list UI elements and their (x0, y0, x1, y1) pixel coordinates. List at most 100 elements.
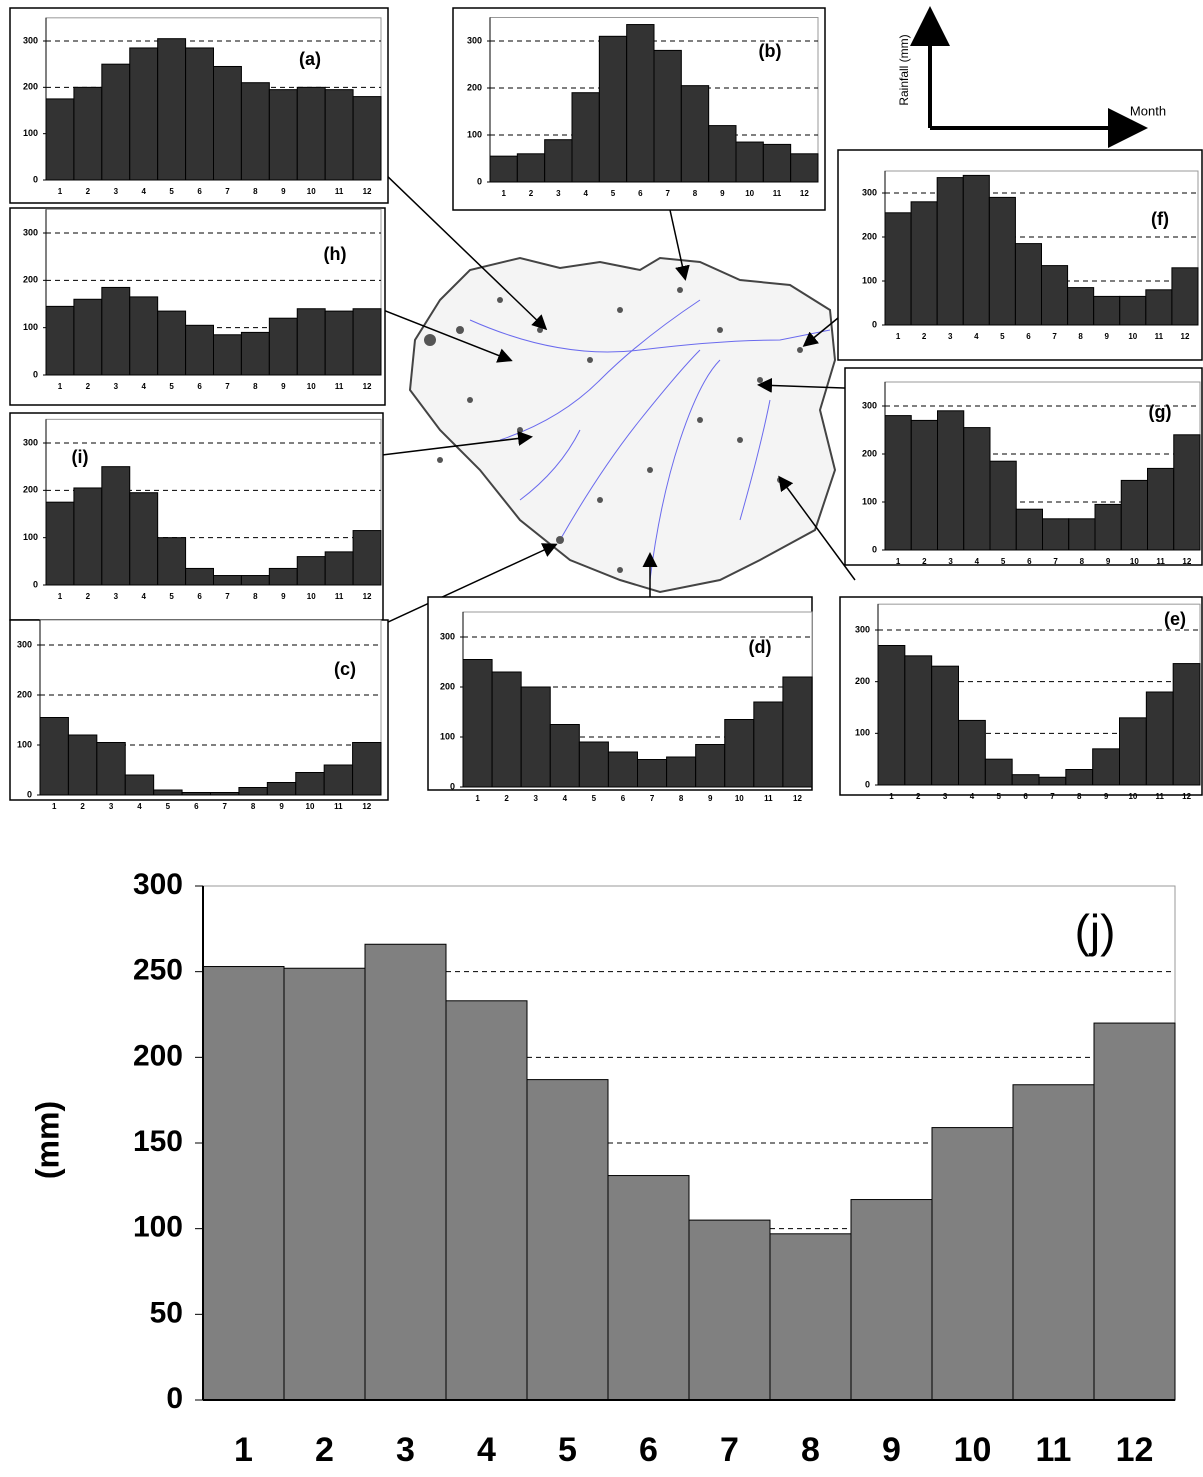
bar (1092, 748, 1120, 786)
bar (1014, 243, 1043, 326)
x-tick-label: 11 (335, 187, 344, 196)
x-tick-label: 2 (80, 802, 85, 811)
bar (185, 567, 214, 586)
bar (1173, 434, 1201, 551)
y-tick-label: 150 (133, 1125, 183, 1158)
x-tick-label: 11 (334, 802, 343, 811)
bar (877, 645, 906, 786)
bar (607, 1175, 690, 1401)
x-tick-label: 12 (1182, 792, 1191, 801)
bar (352, 742, 382, 796)
y-tick-label: 100 (17, 739, 32, 749)
x-tick-label: 4 (137, 802, 142, 811)
bar (213, 334, 242, 376)
x-tick-label: 8 (693, 189, 698, 198)
x-tick-label: 5 (997, 792, 1002, 801)
x-tick-label: 2 (86, 187, 91, 196)
x-tick-label: 1 (896, 557, 901, 566)
bar (283, 967, 366, 1401)
bar (1012, 1084, 1095, 1401)
x-tick-label: 10 (1130, 557, 1139, 566)
y-tick-label: 0 (33, 369, 38, 379)
bar (268, 317, 298, 376)
x-tick-label: 2 (922, 557, 927, 566)
x-tick-label: 3 (533, 794, 538, 803)
y-tick-label: 200 (855, 676, 870, 686)
x-tick-label: 2 (529, 189, 534, 198)
y-tick-label: 200 (133, 1039, 183, 1072)
bar (73, 298, 103, 376)
bar (96, 742, 126, 796)
bar (904, 655, 933, 786)
bar (101, 286, 131, 376)
x-tick-label: 1 (52, 802, 57, 811)
x-tick-label: 11 (335, 592, 344, 601)
bar (1042, 518, 1070, 551)
x-tick-label: 6 (197, 382, 202, 391)
y-tick-label: 100 (862, 496, 877, 506)
bar (157, 310, 187, 376)
bar (124, 774, 155, 796)
x-tick-label: 5 (166, 802, 171, 811)
x-tick-label: 7 (225, 382, 230, 391)
chart-label: (f) (1151, 209, 1169, 229)
y-tick-label: 0 (450, 781, 455, 791)
bar (213, 575, 242, 586)
bar (708, 125, 737, 183)
x-tick-label: 11 (773, 189, 782, 198)
x-tick-label: 7 (665, 189, 670, 198)
x-tick-label: 1 (501, 189, 506, 198)
x-tick-label: 1 (889, 792, 894, 801)
bar (1067, 287, 1095, 326)
y-tick-label: 300 (23, 227, 38, 237)
x-tick-label: 10 (1128, 332, 1137, 341)
y-tick-label: 300 (17, 639, 32, 649)
bar (963, 427, 991, 551)
bar (549, 724, 580, 788)
x-tick-label: 1 (58, 187, 63, 196)
y-tick-label: 200 (467, 82, 482, 92)
x-tick-label: 2 (916, 792, 921, 801)
bar (445, 1000, 528, 1401)
y-tick-label: 100 (467, 129, 482, 139)
x-tick-label: 3 (948, 557, 953, 566)
x-tick-label: 4 (477, 1431, 496, 1469)
x-tick-label: 12 (1116, 1431, 1154, 1469)
bar (1171, 267, 1199, 326)
x-tick-label: 7 (720, 1431, 739, 1469)
bar (1145, 691, 1174, 786)
x-tick-label: 7 (222, 802, 227, 811)
x-tick-label: 3 (114, 382, 119, 391)
x-tick-label: 12 (800, 189, 809, 198)
bar (213, 65, 242, 181)
x-tick-label: 12 (1182, 557, 1191, 566)
x-tick-label: 12 (362, 802, 371, 811)
x-tick-label: 4 (974, 332, 979, 341)
y-tick-label: 200 (440, 681, 455, 691)
x-tick-label: 11 (764, 794, 773, 803)
bar (910, 419, 938, 551)
x-tick-label: 7 (1053, 557, 1058, 566)
bar (989, 460, 1017, 551)
chart-label: (a) (299, 49, 321, 69)
x-tick-label: 6 (638, 189, 643, 198)
x-tick-label: 12 (363, 592, 372, 601)
x-tick-label: 9 (1104, 792, 1109, 801)
bar (296, 556, 326, 586)
bar (462, 659, 493, 788)
x-tick-label: 4 (141, 592, 146, 601)
x-tick-label: 9 (281, 592, 286, 601)
x-tick-label: 11 (1036, 1431, 1072, 1469)
x-tick-label: 12 (793, 794, 802, 803)
x-tick-label: 5 (169, 382, 174, 391)
bar (1094, 503, 1122, 551)
x-tick-label: 2 (315, 1431, 334, 1469)
chart-label: (h) (324, 244, 347, 264)
x-tick-label: 5 (611, 189, 616, 198)
x-tick-label: 6 (1026, 332, 1031, 341)
